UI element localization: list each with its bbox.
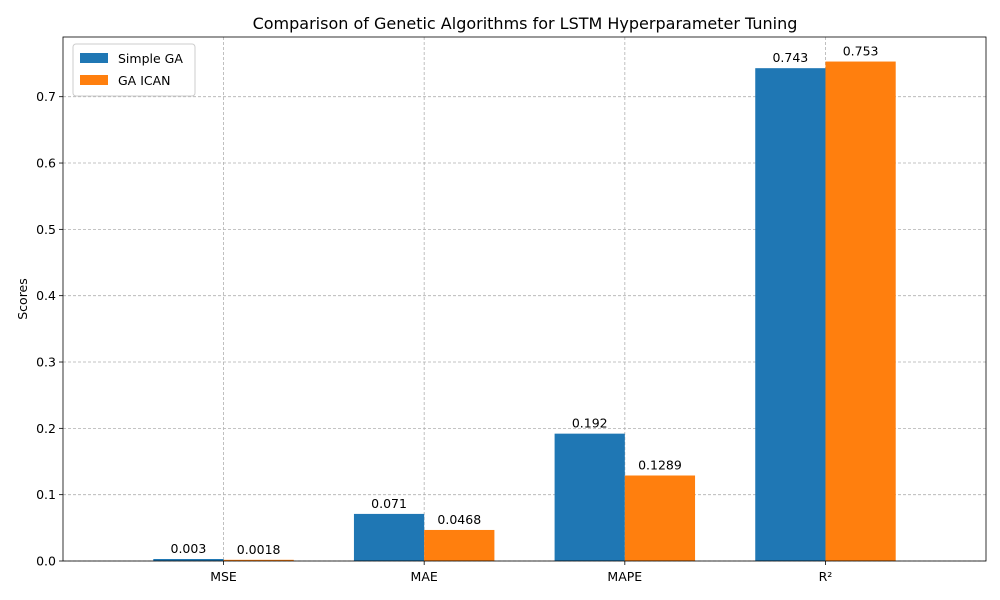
bar-simple-ga	[554, 433, 625, 561]
bar-ga-ican	[825, 61, 896, 561]
bar-simple-ga	[353, 513, 425, 561]
x-tick-label: MAE	[411, 569, 438, 584]
legend-swatch	[80, 53, 108, 63]
legend-label: Simple GA	[118, 51, 183, 66]
bar-ga-ican	[223, 559, 294, 561]
bar-value-label: 0.753	[843, 44, 879, 59]
legend-swatch	[80, 75, 108, 85]
y-axis-label: Scores	[15, 278, 30, 320]
bar-value-label: 0.071	[371, 496, 407, 511]
bar-value-label: 0.1289	[638, 458, 682, 473]
bar-simple-ga	[153, 559, 224, 561]
plot-frame	[62, 36, 987, 562]
y-tick-label: 0.6	[36, 156, 56, 171]
bar-value-label: 0.0018	[237, 542, 281, 557]
bar-simple-ga	[755, 68, 826, 561]
y-tick-label: 0.5	[36, 222, 56, 237]
bar-ga-ican	[624, 475, 696, 561]
y-tick-label: 0.4	[36, 288, 56, 303]
x-tick-label: MAPE	[607, 569, 642, 584]
y-tick-label: 0.2	[36, 421, 56, 436]
data-labels: 0.003 0.071 0.192 0.743 0.0018 0.0468 0.1289 0.…	[171, 44, 879, 557]
bar-value-label: 0.192	[572, 416, 608, 431]
legend: Simple GA GA ICAN	[72, 43, 196, 97]
legend-label: GA ICAN	[118, 73, 171, 88]
y-tick-label: 0.0	[36, 554, 56, 569]
x-tick-label: MSE	[210, 569, 237, 584]
y-tick-label: 0.3	[36, 355, 56, 370]
x-tick-label: R²	[819, 569, 833, 584]
bar-value-label: 0.743	[772, 50, 808, 65]
axes: 0.0 0.1 0.2 0.3 0.4 0.5 0.6 0.7 MSE MAE MAPE R²	[36, 36, 987, 584]
y-tick-label: 0.7	[36, 89, 56, 104]
bar-ga-ican	[424, 529, 495, 561]
bar-value-label: 0.0468	[437, 512, 481, 527]
bars	[153, 61, 896, 561]
chart-title: Comparison of Genetic Algorithms for LST…	[253, 14, 798, 33]
y-tick-label: 0.1	[36, 487, 56, 502]
bar-value-label: 0.003	[171, 541, 207, 556]
